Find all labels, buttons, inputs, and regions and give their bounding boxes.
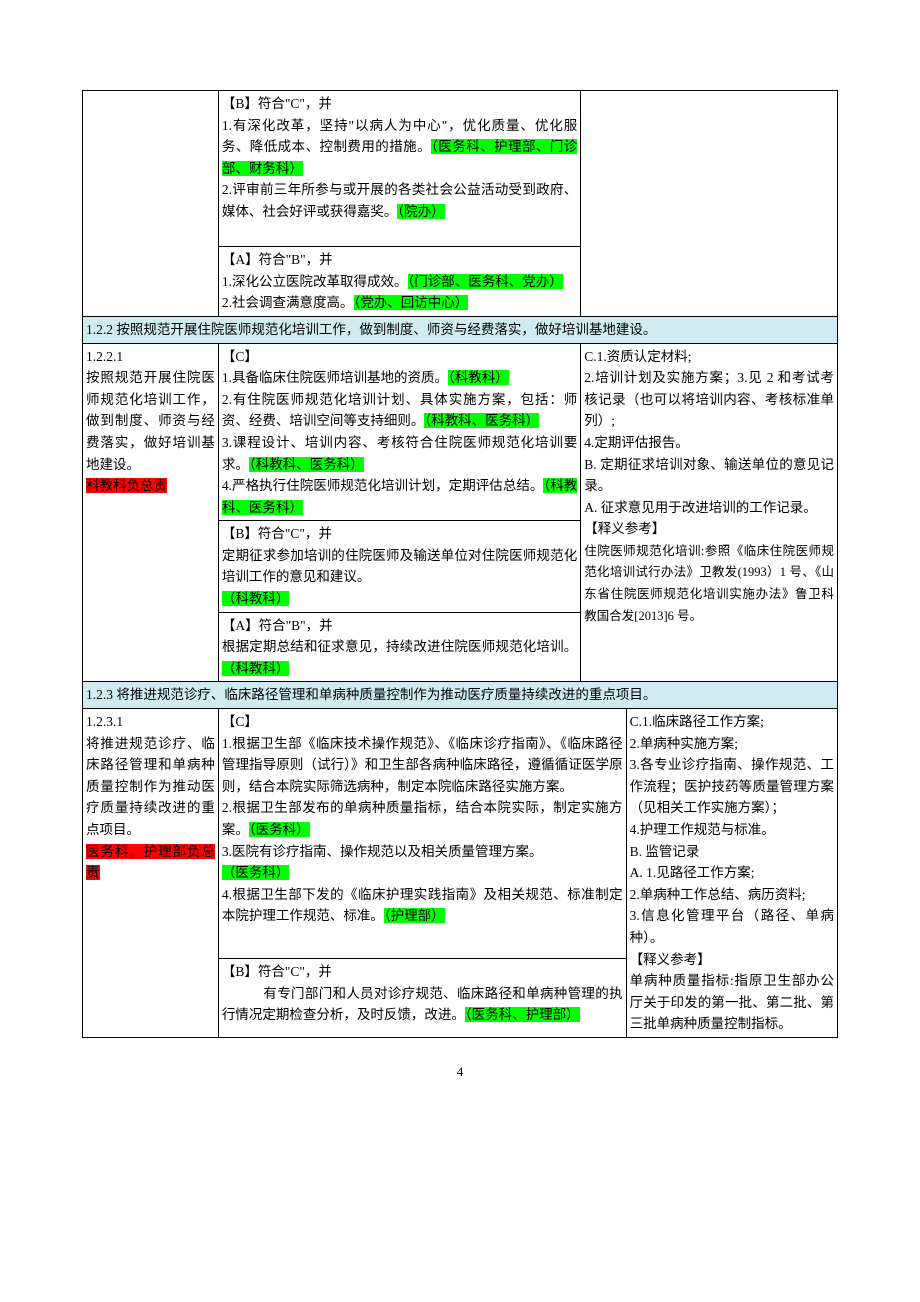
r4-b-1-dept: （科教科） <box>222 591 290 606</box>
header-122: 1.2.2 按照规范开展住院医师规范化培训工作，做到制度、师资与经费落实，做好培… <box>83 316 838 343</box>
r1-b-2-dept: （院办） <box>397 204 444 219</box>
r6-c-1: 1.根据卫生部《临床技术操作规范》、《临床诊疗指南》、《临床路径管理指导原则（试… <box>222 736 623 794</box>
r1-mid-b: 【B】符合"C"，并 1.有深化改革，坚持"以病人为中心"，优化质量、优化服务、… <box>218 91 580 247</box>
r2-mid-a: 【A】符合"B"，并 1.深化公立医院改革取得成效。（门诊部、医务科、党办） 2… <box>218 247 580 317</box>
r7-b-1-dept: （医务科、护理部） <box>465 1007 580 1022</box>
r6-c-4-dept: （护理部） <box>384 908 445 923</box>
r6-right: C.1.临床路径工作方案; 2.单病种实施方案; 3.各专业诊疗指南、操作规范、… <box>626 709 837 1037</box>
r1-left <box>83 91 219 317</box>
r6-r-7: 2.单病种工作总结、病历资料; <box>630 887 806 902</box>
r6-left-resp: 医务科、护理部负总责 <box>86 844 215 881</box>
r3-left: 1.2.2.1 按照规范开展住院医师规范化培训工作，做到制度、师资与经费落实，做… <box>83 343 219 682</box>
r6-left-num: 1.2.3.1 <box>86 714 123 729</box>
r6-r-10: 单病种质量指标:指原卫生部办公厅关于印发的第一批、第二批、第三批单病种质量控制指… <box>630 973 834 1031</box>
r6-left: 1.2.3.1 将推进规范诊疗、临床路径管理和单病种质量控制作为推动医疗质量持续… <box>83 709 219 1037</box>
r3-r-2: 2.培训计划及实施方案；3.见 2 和考试考核记录（也可以将培训内容、考核标准单… <box>584 370 834 428</box>
r3-left-resp: 科教科负总责 <box>86 478 167 493</box>
r7-b-head: 【B】符合"C"，并 <box>222 964 332 979</box>
r6-r-8: 3.信息化管理平台（路径、单病种）。 <box>630 908 834 945</box>
r4-b-head: 【B】符合"C"，并 <box>222 526 332 541</box>
r2-a-1: 1.深化公立医院改革取得成效。 <box>222 274 408 289</box>
r3-r-1: C.1.资质认定材料; <box>584 349 691 364</box>
r3-c-1-dept: （科教科） <box>448 370 509 385</box>
r5-mid-a: 【A】符合"B"，并 根据定期总结和征求意见，持续改进住院医师规范化培训。 （科教… <box>218 612 580 682</box>
r3-r-4: B. 定期征求培训对象、输送单位的意见记录。 <box>584 457 834 494</box>
r6-r-5: B. 监管记录 <box>630 844 700 859</box>
r3-right: C.1.资质认定材料; 2.培训计划及实施方案；3.见 2 和考试考核记录（也可… <box>581 343 838 682</box>
r5-a-1: 根据定期总结和征求意见，持续改进住院医师规范化培训。 <box>222 639 577 654</box>
r3-c-1: 1.具备临床住院医师培训基地的资质。 <box>222 370 448 385</box>
r5-a-1-dept: （科教科） <box>222 661 290 676</box>
r4-mid-b: 【B】符合"C"，并 定期征求参加培训的住院医师及输送单位对住院医师规范化培训工… <box>218 521 580 612</box>
r6-left-txt: 将推进规范诊疗、临床路径管理和单病种质量控制作为推动医疗质量持续改进的重点项目。 <box>86 736 215 837</box>
r3-left-txt: 按照规范开展住院医师规范化培训工作，做到制度、师资与经费落实，做好培训基地建设。 <box>86 370 215 471</box>
r6-c-head: 【C】 <box>222 714 258 729</box>
r6-c-3-dept: （医务科） <box>222 865 290 880</box>
r6-r-9: 【释义参考】 <box>630 952 711 967</box>
r7-mid-b: 【B】符合"C"，并 有专门部门和人员对诊疗规范、临床路径和单病种管理的执行情况… <box>218 958 626 1037</box>
r6-r-1: C.1.临床路径工作方案; <box>630 714 764 729</box>
r6-r-4: 4.护理工作规范与标准。 <box>630 822 775 837</box>
r6-r-6: A. 1.见路径工作方案; <box>630 865 755 880</box>
r4-b-1: 定期征求参加培训的住院医师及输送单位对住院医师规范化培训工作的意见和建议。 <box>222 548 577 585</box>
r3-r-3: 4.定期评估报告。 <box>584 435 689 450</box>
r3-c-4: 4.严格执行住院医师规范化培训计划，定期评估总结。 <box>222 478 544 493</box>
r6-mid-c: 【C】 1.根据卫生部《临床技术操作规范》、《临床诊疗指南》、《临床路径管理指导… <box>218 709 626 958</box>
r2-a-2: 2.社会调查满意度高。 <box>222 295 354 310</box>
r3-c-2-dept: （科教科、医务科） <box>424 413 539 428</box>
r1-b-head: 【B】符合"C"，并 <box>222 96 332 111</box>
r6-r-2: 2.单病种实施方案; <box>630 736 738 751</box>
r2-a-2-dept: （党办、回访中心） <box>354 295 469 310</box>
evaluation-table-2: 1.2.3.1 将推进规范诊疗、临床路径管理和单病种质量控制作为推动医疗质量持续… <box>82 709 838 1038</box>
r3-r-7: 住院医师规范化培训:参照《临床住院医师规范化培训试行办法》卫教发(1993）1 … <box>584 544 834 623</box>
r3-left-num: 1.2.2.1 <box>86 349 123 364</box>
r1-right <box>581 91 838 317</box>
r6-c-2-dept: （医务科） <box>249 822 310 837</box>
r3-r-6: 【释义参考】 <box>584 521 665 536</box>
r3-mid-c: 【C】 1.具备临床住院医师培训基地的资质。（科教科） 2.有住院医师规范化培训… <box>218 343 580 521</box>
r6-c-3: 3.医院有诊疗指南、操作规范以及相关质量管理方案。 <box>222 844 543 859</box>
evaluation-table: 【B】符合"C"，并 1.有深化改革，坚持"以病人为中心"，优化质量、优化服务、… <box>82 90 838 709</box>
page-number: 4 <box>82 1062 838 1083</box>
header-123: 1.2.3 将推进规范诊疗、临床路径管理和单病种质量控制作为推动医疗质量持续改进… <box>83 682 838 709</box>
r6-r-3: 3.各专业诊疗指南、操作规范、工作流程；医护技药等质量管理方案（见相关工作实施方… <box>630 757 834 815</box>
r2-a-1-dept: （门诊部、医务科、党办） <box>408 274 563 289</box>
r3-r-5: A. 征求意见用于改进培训的工作记录。 <box>584 500 817 515</box>
r3-c-head: 【C】 <box>222 349 258 364</box>
r5-a-head: 【A】符合"B"，并 <box>222 618 333 633</box>
r2-a-head: 【A】符合"B"，并 <box>222 252 333 267</box>
r3-c-3-dept: （科教科、医务科） <box>249 457 364 472</box>
